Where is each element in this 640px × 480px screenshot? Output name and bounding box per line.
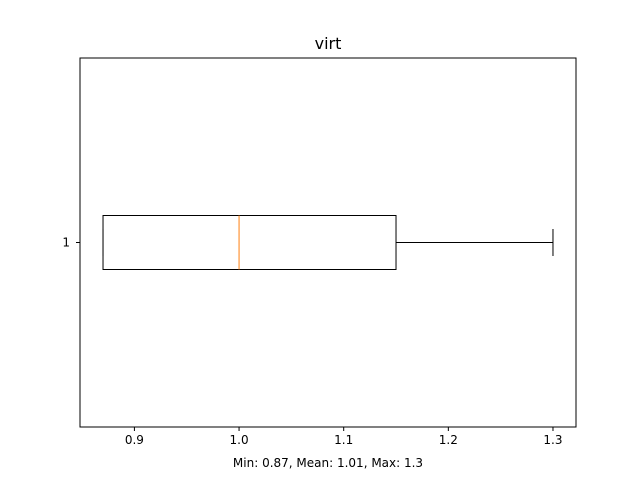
x-tick-label: 1.3 — [543, 433, 562, 447]
x-tick-label: 1.1 — [334, 433, 353, 447]
y-tick-label: 1 — [62, 236, 70, 250]
x-tick-label: 0.9 — [125, 433, 144, 447]
x-axis-ticks: 0.9 1.0 1.1 1.2 1.3 — [125, 427, 563, 447]
chart-marks — [102, 215, 554, 270]
chart-title: virt — [315, 34, 342, 53]
box-iqr — [102, 215, 397, 270]
y-axis-ticks: 1 — [62, 236, 80, 250]
x-tick-label: 1.2 — [439, 433, 458, 447]
x-axis-label: Min: 0.87, Mean: 1.01, Max: 1.3 — [233, 456, 423, 470]
x-tick-label: 1.0 — [230, 433, 249, 447]
